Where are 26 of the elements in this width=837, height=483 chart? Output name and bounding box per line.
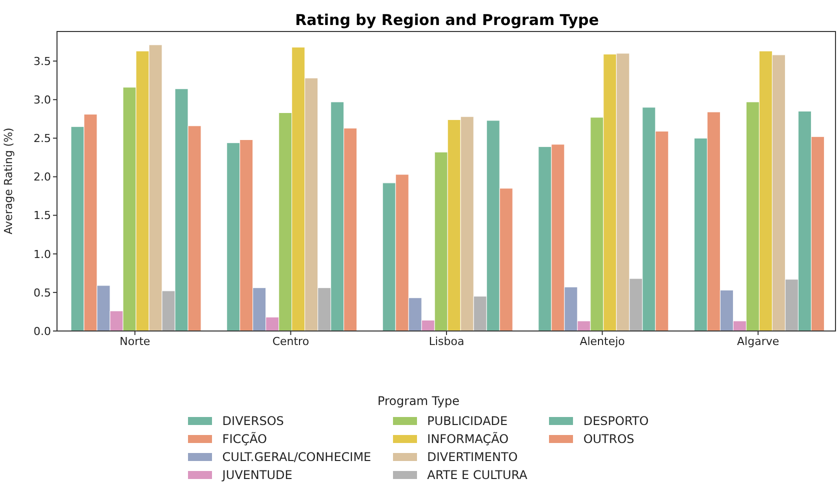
x-tick-label: Norte [120,334,150,348]
x-tick-label: Alentejo [580,334,626,348]
y-tick-label: 1.5 [34,209,51,222]
y-axis-title: Average Rating (%) [2,128,15,234]
legend-label: PUBLICIDADE [427,414,508,428]
y-tick-label: 2.5 [34,132,51,146]
x-tick-label: Centro [272,334,310,348]
legend-title: Program Type [377,394,460,408]
legend-label: FICÇÃO [222,432,267,446]
x-tick-label: Lisboa [428,334,464,348]
y-tick-label: 3.5 [34,54,51,68]
y-tick-label: 0.5 [34,286,51,300]
legend-label: JUVENTUDE [222,468,292,482]
legend-label: INFORMAÇÃO [427,432,509,446]
legend-label: DIVERSOS [222,414,284,428]
legend-label: ARTE E CULTURA [427,468,528,482]
legend-label: DESPORTO [583,414,649,428]
y-tick-label: 3.0 [34,94,51,107]
x-tick-label: Algarve [737,334,780,348]
y-tick-label: 0.0 [34,324,51,338]
y-tick-label: 2.0 [34,170,51,184]
legend-label: OUTROS [583,432,634,446]
legend-label: DIVERTIMENTO [427,450,518,464]
y-tick-label: 1.0 [34,248,51,261]
chart-title: Rating by Region and Program Type [295,11,599,29]
legend-label: CULT.GERAL/CONHECIME [222,450,372,464]
